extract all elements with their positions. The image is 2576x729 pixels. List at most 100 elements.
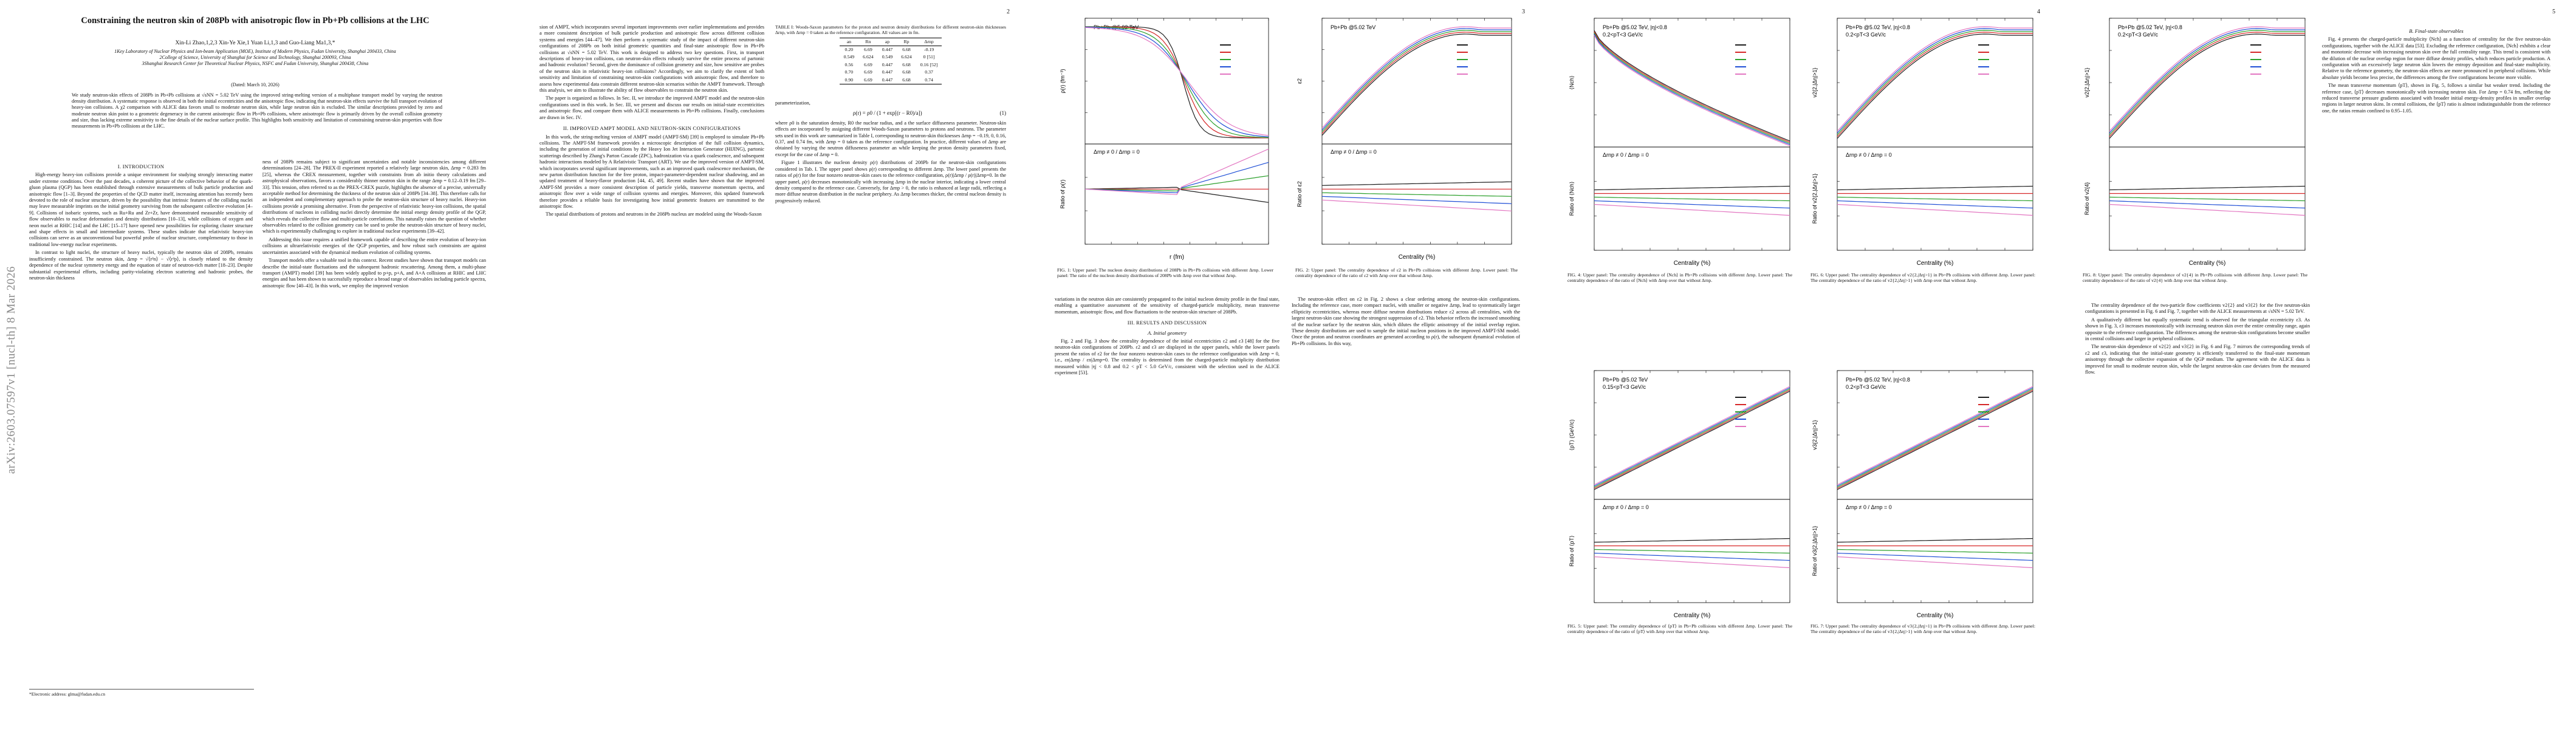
fig2-plot: Centrality (%) ε2 Ratio of ε2 Pb+Pb @5.02 T… [1297, 18, 1512, 261]
series-line [1837, 386, 2033, 485]
ratio-line [1837, 204, 2033, 216]
affiliation-2: 2College of Science, University of Shang… [159, 54, 351, 60]
plot-title: Pb+Pb @5.02 TeV, |η|<0.8 [2118, 24, 2182, 30]
series-line [1837, 26, 2033, 132]
plot-subtitle: 0.2<pT<3 GeV/c [1603, 32, 1643, 38]
series-line [1084, 27, 1269, 137]
series-line [2109, 30, 2305, 135]
table-header: ap [885, 38, 890, 44]
fig7-plot: Centrality (%) v3{2,|Δη|>1} Ratio of v3{2,… [1812, 370, 2033, 619]
ratio-line [1837, 196, 2033, 202]
paragraph: The centrality dependence of the two-par… [2085, 303, 2310, 315]
paragraph: The mean transverse momentum ⟨pT⟩, shown… [2322, 83, 2550, 114]
page-2: 2 sion of AMPT, which incorporates sever… [515, 0, 1030, 729]
abstract: We study neutron-skin effects of 208Pb i… [72, 92, 442, 129]
plot-title: Pb+Pb @5.02 TeV, |η|<0.8 [1603, 24, 1667, 30]
table-cell: 0.447 [882, 61, 893, 67]
table-cell: 6.68 [902, 69, 911, 75]
x-axis-label: Centrality (%) [1917, 260, 1954, 267]
column-right: B. Final-state observables Fig. 4 presen… [2322, 24, 2550, 116]
paragraph: The neutron-skin dependence of v2{2} and… [2085, 344, 2310, 375]
y-axis-label-lower: Ratio of ⟨Nch⟩ [1569, 182, 1575, 216]
table-cell: 6.68 [902, 77, 911, 83]
ratio-line [1837, 556, 2033, 569]
ratio-line [1837, 200, 2033, 209]
paragraph: variations in the neutron skin are consi… [1055, 296, 1279, 315]
y-axis-label-upper: v2{2,|Δη|>1} [2084, 68, 2090, 98]
arxiv-identifier[interactable]: arXiv:2603.07597v1 [nucl-th] 8 Mar 2026 [5, 266, 18, 474]
paragraph: High-energy heavy-ion collisions provide… [29, 172, 253, 247]
y-axis-label-lower: Ratio of v3{2,|Δη|>1} [1812, 526, 1818, 577]
series-line [1321, 28, 1512, 131]
fig7-caption: FIG. 7: Upper panel: The centrality depe… [1810, 623, 2035, 635]
fig1-caption: FIG. 1: Upper panel: The nucleon density… [1057, 267, 1273, 279]
ratio-label: Δrnp ≠ 0 / Δrnp = 0 [1846, 504, 1892, 510]
table-row: 0.56 6.69 0.447 6.68 0.16 [52] [840, 61, 942, 69]
ratio-line [1594, 185, 1790, 191]
arxiv-stamp: arXiv:2603.07597v1 [nucl-th] 8 Mar 2026 [5, 255, 18, 474]
series-line [1321, 30, 1512, 132]
plot-title: Pb+Pb @5.02 TeV [1331, 24, 1375, 30]
ratio-line [1837, 538, 2033, 543]
series-line [1085, 26, 1269, 139]
ratio-line [1084, 187, 1269, 203]
ratio-line [1594, 196, 1790, 202]
column-right: The neutron-skin effect on ε2 in Fig. 2 … [1292, 296, 1520, 349]
y-axis-label-upper: ε2 [1297, 78, 1303, 84]
table-row: 0.549 6.624 0.549 6.624 0 [51] [840, 53, 942, 61]
page-number: 4 [2037, 9, 2040, 15]
table-cell: 6.69 [864, 47, 872, 52]
ratio-line [2109, 196, 2306, 202]
y-axis-label-upper: v2{2,|Δη|>1} [1812, 68, 1818, 98]
table-cell: 0.447 [882, 77, 893, 83]
plot-subtitle: 0.15<pT<3 GeV/c [1603, 384, 1646, 390]
series-line [1837, 387, 2033, 487]
figure-1: r (fm) ρ(r) (fm⁻³) Ratio of ρ(r) Pb+Pb @5.0… [1055, 15, 1273, 264]
series-line [1085, 26, 1269, 138]
plot-title: Pb+Pb @5.02 TeV, |η|<0.8 [1846, 377, 1910, 383]
table-cell: 6.68 [902, 47, 911, 52]
page-number: 5 [2552, 9, 2555, 15]
column-left: The centrality dependence of the two-par… [2085, 303, 2310, 377]
ratio-line [1084, 162, 1269, 193]
series-line [1837, 391, 2033, 490]
series-line [1321, 32, 1512, 134]
table-cell: 0.447 [882, 69, 893, 75]
table-row: 0.20 6.69 0.447 6.68 -0.19 [840, 46, 942, 54]
affiliations: 1Key Laboratory of Nuclear Physics and I… [43, 49, 468, 66]
y-axis-label-upper: ρ(r) (fm⁻³) [1060, 69, 1066, 93]
fig6-plot: Centrality (%) v2{2,|Δη|>1} Ratio of v2{2,… [1812, 18, 2033, 267]
paragraph: Transport models offer a valuable tool i… [262, 258, 487, 289]
page-5: 5 Centrality (%) v2{2,|Δη|>1} Ratio of v2{… [2061, 0, 2576, 729]
table-cell: 0.16 [52] [920, 61, 938, 67]
plot-title: Pb+Pb @5.02 TeV, |η|<0.8 [1846, 24, 1910, 30]
series-line [1594, 387, 1790, 487]
y-axis-label-lower: Ratio of ε2 [1297, 181, 1303, 207]
series-line [1594, 388, 1790, 488]
table-cell: 0.549 [843, 54, 855, 60]
subsection-heading: A. Initial geometry [1148, 329, 1187, 336]
table-header: Rn [865, 38, 871, 44]
page-4: 4 Centrality (%) ⟨Nch⟩ Ratio of ⟨Nch⟩ Pb+Pb… [1546, 0, 2061, 729]
woods-saxon-table: an Rn ap Rp Δrnp 0.20 6.69 0.447 6.68 -0.19 0… [839, 37, 942, 85]
table-header: an [846, 38, 852, 44]
ratio-line [1321, 196, 1512, 204]
section-heading: I. INTRODUCTION [117, 163, 165, 169]
column-left: sion of AMPT, which incorporates several… [540, 24, 764, 220]
date-line: (Dated: March 10, 2026) [231, 82, 279, 87]
fig8-plot: Centrality (%) v2{2,|Δη|>1} Ratio of v2{4}… [2084, 18, 2306, 267]
ratio-line [1594, 556, 1790, 569]
lower-panel-frame [2109, 146, 2306, 251]
paragraph: Addressing this issue requires a unified… [262, 236, 486, 255]
ratio-line [1594, 549, 1790, 554]
series-line [2109, 28, 2305, 134]
series-line [1837, 388, 2033, 488]
plot-subtitle: 0.2<pT<3 GeV/c [1846, 384, 1886, 390]
lower-panel-frame [1594, 499, 1790, 603]
paragraph: In this work, the string-melting version… [540, 134, 764, 209]
ratio-label: Δrnp ≠ 0 / Δrnp = 0 [1094, 149, 1140, 155]
series-line [1321, 26, 1512, 129]
lower-panel-frame [1084, 143, 1269, 245]
ratio-line [1837, 185, 2033, 191]
series-line [1321, 33, 1512, 136]
